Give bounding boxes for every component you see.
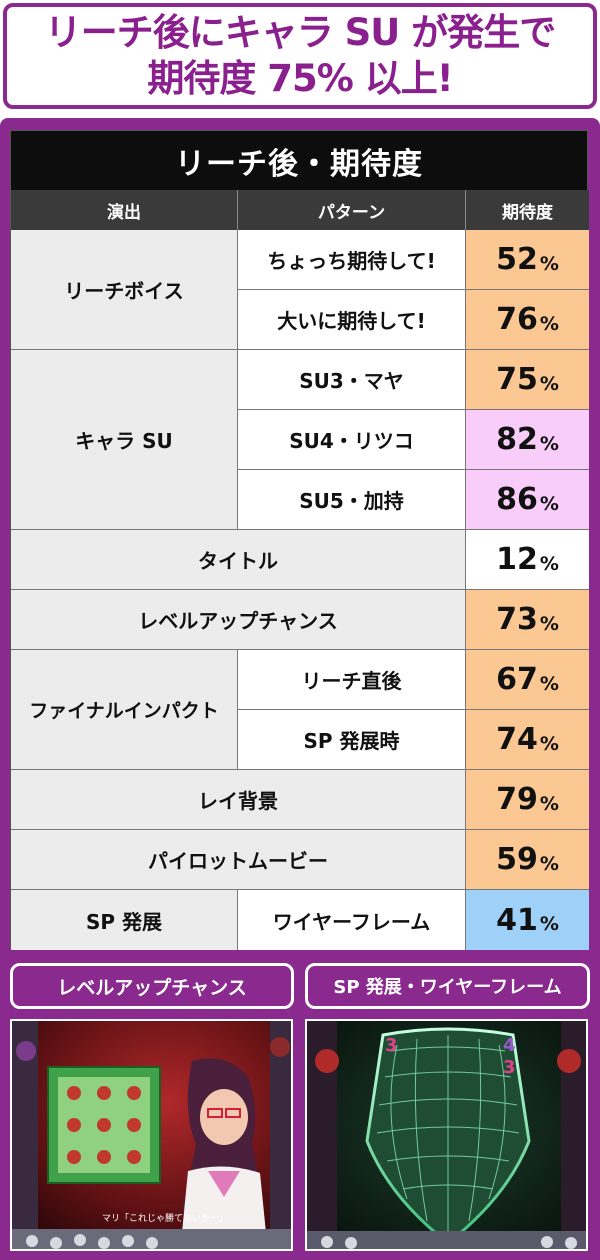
value-unit: %	[539, 252, 559, 275]
value-cell: 73%	[466, 590, 589, 650]
pattern-cell: 大いに期待して!	[238, 290, 466, 350]
value-number: 67	[496, 662, 538, 697]
group-cell-pilot-movie: パイロットムービー	[11, 830, 466, 890]
group-cell-chara-su: キャラ SU	[11, 350, 238, 530]
screenshot-sp-wireframe: 3 4 3	[305, 1019, 588, 1251]
value-number: 52	[496, 242, 538, 277]
header-line-2: 期待度 75% 以上!	[147, 57, 453, 100]
value-unit: %	[539, 852, 559, 875]
value-unit: %	[539, 312, 559, 335]
group-cell-sp-development: SP 発展	[11, 890, 238, 950]
value-unit: %	[539, 913, 559, 935]
value-number: 86	[496, 482, 538, 517]
screenshot-level-up-chance: マリ「これじゃ勝てないかー」	[10, 1019, 293, 1251]
slot-digit-left: 3	[385, 1035, 398, 1056]
value-cell: 67%	[466, 650, 589, 710]
group-cell-level-up-chance: レベルアップチャンス	[11, 590, 466, 650]
value-cell: 79%	[466, 770, 589, 830]
caption-level-up-chance: レベルアップチャンス	[10, 963, 294, 1009]
pattern-cell: SP 発展時	[238, 710, 466, 770]
column-header-effect: 演出	[11, 190, 238, 230]
value-unit: %	[539, 372, 559, 395]
slot-digit-right: 3	[503, 1057, 516, 1078]
value-number: 41	[496, 902, 538, 938]
value-unit: %	[539, 432, 559, 455]
value-cell: 74%	[466, 710, 589, 770]
value-number: 76	[496, 302, 538, 337]
value-unit: %	[539, 492, 559, 515]
value-cell: 59%	[466, 830, 589, 890]
pattern-cell: ちょっち期待して!	[238, 230, 466, 290]
pattern-cell: SU4・リツコ	[238, 410, 466, 470]
value-unit: %	[539, 732, 559, 755]
value-cell: 75%	[466, 350, 589, 410]
value-number: 73	[496, 602, 538, 637]
column-header-pattern: パターン	[238, 190, 466, 230]
pattern-cell: SU5・加持	[238, 470, 466, 530]
header-line-1: リーチ後にキャラ SU が発生で	[44, 11, 556, 54]
value-cell: 76%	[466, 290, 589, 350]
value-cell: 41%	[466, 890, 589, 950]
value-unit: %	[539, 612, 559, 635]
table-title: リーチ後・期待度	[11, 131, 587, 190]
subtitle-text: マリ「これじゃ勝てないかー」	[102, 1212, 228, 1224]
group-cell-reach-voice: リーチボイス	[11, 230, 238, 350]
slot-digit-center: 4	[503, 1035, 516, 1056]
value-unit: %	[539, 552, 559, 575]
value-cell: 86%	[466, 470, 589, 530]
header-banner: リーチ後にキャラ SU が発生で 期待度 75% 以上!	[3, 3, 597, 109]
pattern-cell: SU3・マヤ	[238, 350, 466, 410]
value-number: 74	[496, 722, 538, 757]
wireframe-image: 3 4 3	[307, 1021, 586, 1249]
pattern-cell: ワイヤーフレーム	[238, 890, 466, 950]
group-cell-final-impact: ファイナルインパクト	[11, 650, 238, 770]
value-cell: 12%	[466, 530, 589, 590]
value-unit: %	[539, 792, 559, 815]
value-cell: 52%	[466, 230, 589, 290]
pattern-cell: リーチ直後	[238, 650, 466, 710]
column-header-expectation: 期待度	[466, 190, 589, 230]
group-cell-rei-background: レイ背景	[11, 770, 466, 830]
level-up-chance-image: マリ「これじゃ勝てないかー」	[12, 1021, 291, 1249]
expectation-table: リーチ後・期待度 演出 パターン 期待度 リーチボイス ちょっち期待して! 52…	[10, 130, 589, 950]
value-number: 82	[496, 422, 538, 457]
group-cell-title: タイトル	[11, 530, 466, 590]
value-number: 79	[496, 782, 538, 817]
value-unit: %	[539, 672, 559, 695]
value-cell: 82%	[466, 410, 589, 470]
value-number: 59	[496, 842, 538, 877]
value-number: 12	[496, 542, 538, 577]
value-number: 75	[496, 362, 538, 397]
caption-sp-wireframe: SP 発展・ワイヤーフレーム	[305, 963, 590, 1009]
